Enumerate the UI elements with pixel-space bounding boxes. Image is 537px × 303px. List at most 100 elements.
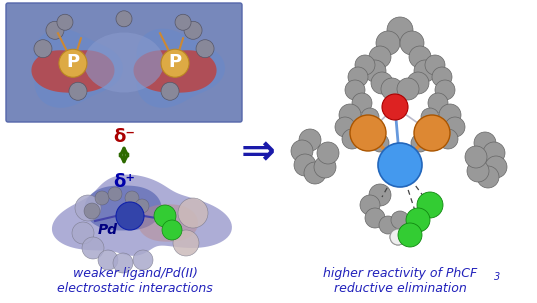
Circle shape bbox=[350, 115, 386, 151]
Text: higher reactivity of PhCF: higher reactivity of PhCF bbox=[323, 267, 477, 280]
Circle shape bbox=[116, 202, 144, 230]
Circle shape bbox=[34, 40, 52, 58]
Circle shape bbox=[406, 208, 430, 232]
Circle shape bbox=[113, 253, 133, 273]
Circle shape bbox=[46, 21, 64, 39]
Circle shape bbox=[398, 223, 422, 247]
Circle shape bbox=[371, 72, 393, 94]
Polygon shape bbox=[136, 29, 225, 108]
Circle shape bbox=[178, 198, 208, 228]
Circle shape bbox=[365, 208, 385, 228]
Text: δ⁻: δ⁻ bbox=[113, 128, 135, 146]
Circle shape bbox=[371, 134, 389, 152]
Circle shape bbox=[369, 184, 391, 206]
Circle shape bbox=[154, 205, 176, 227]
Circle shape bbox=[184, 21, 202, 39]
Text: weaker ligand/Pd(II): weaker ligand/Pd(II) bbox=[72, 267, 198, 280]
Circle shape bbox=[161, 49, 189, 77]
Circle shape bbox=[477, 166, 499, 188]
Circle shape bbox=[381, 78, 403, 100]
Circle shape bbox=[135, 199, 149, 213]
Circle shape bbox=[352, 93, 372, 113]
Circle shape bbox=[474, 132, 496, 154]
Polygon shape bbox=[34, 29, 123, 108]
Circle shape bbox=[108, 187, 122, 201]
Circle shape bbox=[314, 156, 336, 178]
Circle shape bbox=[84, 203, 100, 219]
Circle shape bbox=[421, 108, 439, 126]
Circle shape bbox=[355, 55, 375, 75]
Circle shape bbox=[57, 14, 73, 30]
Circle shape bbox=[407, 72, 429, 94]
Circle shape bbox=[417, 192, 443, 218]
Circle shape bbox=[173, 230, 199, 256]
Circle shape bbox=[162, 220, 182, 240]
Circle shape bbox=[382, 94, 408, 120]
Circle shape bbox=[75, 195, 101, 221]
Circle shape bbox=[116, 11, 132, 27]
Circle shape bbox=[387, 17, 413, 43]
Circle shape bbox=[390, 229, 406, 245]
Circle shape bbox=[361, 108, 379, 126]
Text: P: P bbox=[169, 53, 182, 71]
Circle shape bbox=[432, 67, 452, 87]
Text: ⇒: ⇒ bbox=[241, 131, 275, 173]
Circle shape bbox=[376, 31, 400, 55]
Circle shape bbox=[360, 195, 380, 215]
Circle shape bbox=[378, 143, 422, 187]
Circle shape bbox=[483, 142, 505, 164]
Circle shape bbox=[98, 250, 118, 270]
Circle shape bbox=[133, 250, 153, 270]
Circle shape bbox=[439, 104, 461, 126]
Polygon shape bbox=[52, 175, 232, 256]
Polygon shape bbox=[32, 50, 114, 93]
Circle shape bbox=[391, 211, 409, 229]
Circle shape bbox=[335, 117, 355, 137]
Circle shape bbox=[435, 80, 455, 100]
Circle shape bbox=[397, 78, 419, 100]
Circle shape bbox=[59, 49, 87, 77]
Circle shape bbox=[317, 142, 339, 164]
Circle shape bbox=[414, 115, 450, 151]
Circle shape bbox=[428, 93, 448, 113]
Circle shape bbox=[400, 31, 424, 55]
Circle shape bbox=[369, 46, 391, 68]
Circle shape bbox=[161, 82, 179, 100]
Circle shape bbox=[348, 67, 368, 87]
Circle shape bbox=[465, 146, 487, 168]
Polygon shape bbox=[138, 204, 198, 242]
Circle shape bbox=[69, 82, 87, 100]
Circle shape bbox=[339, 104, 361, 126]
Circle shape bbox=[196, 40, 214, 58]
Circle shape bbox=[425, 55, 445, 75]
Circle shape bbox=[342, 129, 362, 149]
Text: δ⁺: δ⁺ bbox=[113, 173, 135, 191]
Polygon shape bbox=[84, 185, 162, 231]
Circle shape bbox=[299, 129, 321, 151]
Text: Pd: Pd bbox=[98, 223, 118, 237]
Circle shape bbox=[379, 216, 397, 234]
Circle shape bbox=[438, 129, 458, 149]
Circle shape bbox=[175, 14, 191, 30]
Circle shape bbox=[95, 191, 109, 205]
Circle shape bbox=[125, 191, 139, 205]
Text: electrostatic interactions: electrostatic interactions bbox=[57, 282, 213, 295]
Circle shape bbox=[72, 222, 94, 244]
Circle shape bbox=[82, 237, 104, 259]
Circle shape bbox=[304, 162, 326, 184]
Circle shape bbox=[294, 154, 316, 176]
Circle shape bbox=[414, 60, 436, 82]
Text: 3: 3 bbox=[494, 272, 500, 282]
Circle shape bbox=[364, 60, 386, 82]
Text: reductive elimination: reductive elimination bbox=[333, 282, 466, 295]
Circle shape bbox=[291, 140, 313, 162]
Circle shape bbox=[485, 156, 507, 178]
Circle shape bbox=[411, 134, 429, 152]
FancyBboxPatch shape bbox=[6, 3, 242, 122]
Text: P: P bbox=[67, 53, 79, 71]
Ellipse shape bbox=[84, 32, 164, 92]
Circle shape bbox=[390, 229, 406, 245]
Polygon shape bbox=[134, 50, 216, 93]
Circle shape bbox=[467, 160, 489, 182]
Circle shape bbox=[445, 117, 465, 137]
